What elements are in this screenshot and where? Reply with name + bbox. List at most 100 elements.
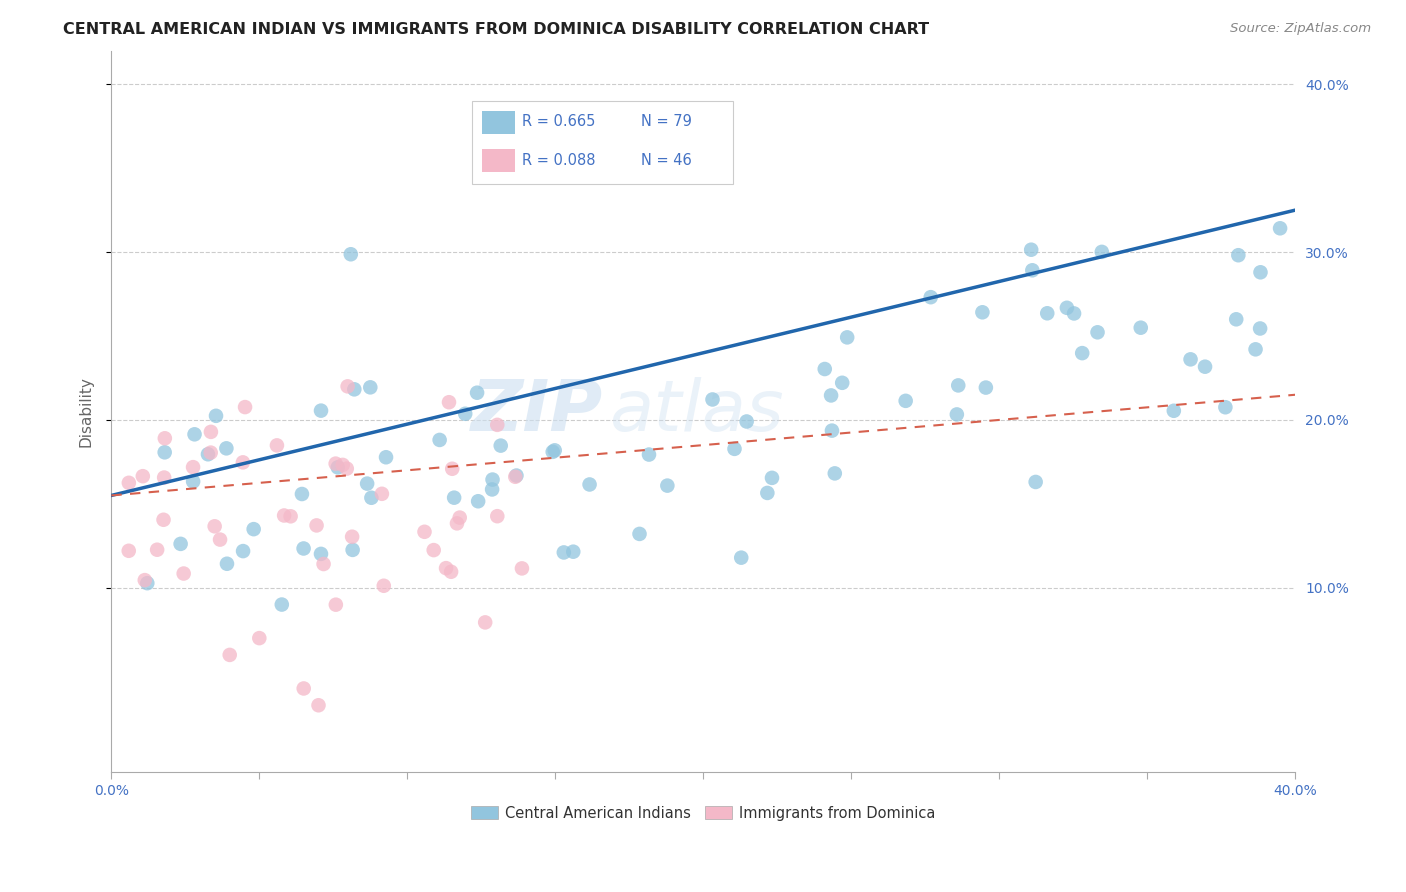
Point (1249, 321, 1271, 335)
Point (434, 561, 457, 575)
Point (181, 460, 204, 475)
Point (360, 491, 382, 505)
Text: ZIP: ZIP (471, 377, 603, 446)
Point (1091, 244, 1114, 259)
Point (1194, 359, 1216, 374)
Point (443, 491, 465, 505)
Point (325, 598, 347, 612)
Point (232, 544, 254, 558)
Point (761, 471, 783, 485)
Point (215, 557, 238, 571)
Point (820, 388, 842, 402)
Point (308, 698, 330, 713)
Point (1056, 301, 1078, 315)
Point (723, 442, 745, 456)
Point (553, 545, 575, 559)
Point (1071, 346, 1094, 360)
Point (242, 522, 264, 536)
Point (209, 533, 232, 547)
Point (481, 473, 503, 487)
Point (437, 395, 460, 409)
Point (146, 542, 169, 557)
Point (824, 467, 846, 481)
Point (291, 487, 314, 501)
Point (440, 565, 463, 579)
Point (200, 445, 222, 459)
Point (920, 290, 942, 304)
Point (342, 542, 364, 557)
Point (946, 408, 969, 422)
Point (544, 443, 567, 458)
Point (266, 438, 288, 452)
Point (340, 530, 363, 544)
Point (332, 458, 354, 472)
Point (837, 330, 859, 344)
Point (312, 557, 335, 571)
Point (1268, 221, 1291, 235)
Point (467, 494, 489, 508)
Point (562, 544, 585, 558)
Point (152, 513, 174, 527)
Point (446, 516, 468, 531)
Point (136, 576, 159, 591)
FancyBboxPatch shape (482, 111, 515, 134)
Point (1180, 352, 1202, 367)
Point (831, 376, 853, 390)
Point (730, 550, 752, 565)
Point (373, 579, 395, 593)
Point (413, 524, 436, 539)
Point (343, 382, 366, 396)
Point (474, 615, 496, 630)
Point (948, 378, 970, 392)
Point (1227, 248, 1250, 262)
Point (153, 431, 176, 445)
Point (356, 476, 378, 491)
Point (1025, 475, 1047, 489)
Text: N = 79: N = 79 (641, 114, 692, 129)
Point (628, 527, 651, 541)
Point (197, 447, 219, 461)
Point (486, 417, 509, 432)
Point (132, 469, 155, 483)
Point (173, 566, 195, 581)
Point (218, 648, 240, 662)
Point (340, 247, 363, 261)
Point (375, 450, 398, 465)
Text: Source: ZipAtlas.com: Source: ZipAtlas.com (1230, 22, 1371, 36)
Point (481, 483, 503, 497)
Point (280, 509, 302, 524)
Point (1215, 401, 1237, 415)
Text: CENTRAL AMERICAN INDIAN VS IMMIGRANTS FROM DOMINICA DISABILITY CORRELATION CHART: CENTRAL AMERICAN INDIAN VS IMMIGRANTS FR… (63, 22, 929, 37)
Point (503, 469, 526, 483)
Point (336, 379, 359, 393)
Point (232, 455, 254, 469)
Point (270, 598, 292, 612)
Point (510, 561, 533, 575)
Point (1129, 320, 1152, 334)
FancyBboxPatch shape (472, 101, 733, 184)
Point (974, 381, 997, 395)
Point (1019, 243, 1042, 257)
Legend: Central American Indians, Immigrants from Dominica: Central American Indians, Immigrants fro… (465, 800, 941, 827)
Point (153, 445, 176, 459)
Point (657, 478, 679, 492)
Point (205, 409, 228, 423)
Point (638, 448, 661, 462)
Point (309, 403, 332, 417)
Point (292, 541, 315, 556)
Y-axis label: Disability: Disability (79, 376, 93, 447)
Point (454, 407, 477, 421)
Point (273, 508, 295, 523)
Point (292, 681, 315, 696)
Point (489, 439, 512, 453)
Point (336, 461, 359, 475)
Point (371, 487, 394, 501)
Point (1087, 326, 1109, 340)
Point (204, 519, 226, 533)
Point (309, 547, 332, 561)
Point (215, 442, 238, 456)
Point (505, 468, 527, 483)
Point (814, 362, 837, 376)
Point (247, 631, 270, 645)
Point (200, 425, 222, 439)
